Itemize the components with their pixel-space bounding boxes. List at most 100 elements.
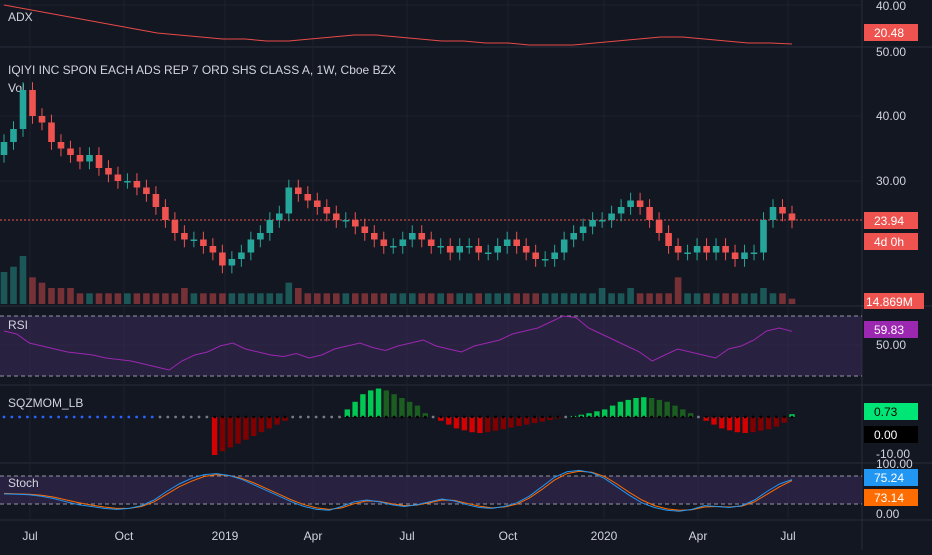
volume-value-badge bbox=[864, 293, 924, 309]
squeeze-dot bbox=[540, 415, 544, 419]
time-tick-oct-2018: Oct bbox=[115, 529, 134, 543]
squeeze-dot bbox=[751, 415, 755, 419]
adx-series bbox=[3, 4, 793, 46]
candle-body bbox=[418, 233, 426, 240]
sqzmom-bar bbox=[266, 417, 272, 429]
candle-body bbox=[779, 207, 786, 214]
sqzmom-bar bbox=[211, 417, 218, 455]
candle-body bbox=[143, 187, 150, 194]
volume-value-text: 14.869M bbox=[866, 295, 913, 309]
volume-bar bbox=[598, 288, 606, 304]
price-axis-tick-30: 30.00 bbox=[876, 174, 906, 188]
candle-body bbox=[38, 116, 46, 123]
squeeze-dot bbox=[10, 415, 14, 419]
sqzmom-bar bbox=[602, 409, 608, 417]
time-tick-apr-2019: Apr bbox=[304, 529, 323, 543]
squeeze-dot bbox=[782, 415, 786, 419]
sqzmom-bar bbox=[243, 417, 249, 440]
squeeze-dot bbox=[384, 415, 388, 419]
volume-bar bbox=[484, 293, 492, 304]
sqzmom-bar bbox=[781, 417, 787, 423]
sqzmom-bar bbox=[742, 417, 748, 433]
squeeze-dot bbox=[587, 415, 591, 419]
sqzmom-bar bbox=[672, 405, 678, 417]
squeeze-dot bbox=[494, 415, 497, 419]
squeeze-dot bbox=[533, 415, 536, 419]
last-price-text: 23.94 bbox=[874, 214, 904, 228]
sqzmom-bar bbox=[625, 399, 631, 417]
squeeze-dot bbox=[478, 415, 482, 419]
candle-body bbox=[76, 155, 84, 162]
volume-bar bbox=[342, 293, 350, 304]
volume-bar bbox=[228, 293, 236, 304]
candle-body bbox=[437, 246, 444, 248]
squeeze-dot bbox=[158, 415, 162, 419]
time-tick-oct-2019: Oct bbox=[499, 529, 518, 543]
sqzmom-bar bbox=[547, 417, 553, 420]
candle-body bbox=[712, 246, 720, 253]
squeeze-dot bbox=[80, 415, 84, 419]
sqzmom-bar bbox=[539, 417, 545, 422]
sqzmom-bar bbox=[531, 417, 538, 424]
squeeze-dot bbox=[314, 415, 318, 419]
candle-body bbox=[674, 246, 682, 253]
candle-body bbox=[295, 187, 302, 194]
sqzmom-bar bbox=[500, 417, 506, 430]
volume-bar bbox=[200, 293, 207, 304]
sqzmom-title: SQZMOM_LB bbox=[8, 396, 83, 410]
volume-bar bbox=[665, 293, 672, 304]
sqzmom-bar bbox=[414, 405, 421, 417]
candle-body bbox=[760, 220, 767, 253]
sqzmom-bar bbox=[219, 417, 226, 452]
sqzmom-bar bbox=[446, 417, 452, 425]
sqzmom-bar bbox=[516, 417, 522, 427]
candle-body bbox=[238, 252, 245, 259]
volume-bar bbox=[418, 293, 426, 304]
volume-bar bbox=[427, 293, 435, 304]
bar-countdown-text: 4d 0h bbox=[874, 235, 904, 249]
candle-body bbox=[693, 246, 701, 253]
volume-bar bbox=[693, 293, 701, 304]
candle-body bbox=[409, 233, 416, 240]
chart-title: IQIYI INC SPON EACH ADS REP 7 ORD SHS CL… bbox=[8, 63, 396, 77]
volume-bar bbox=[285, 282, 293, 304]
volume-bar bbox=[446, 293, 454, 304]
stoch-d-badge bbox=[864, 489, 918, 506]
rsi-pane: RSI bbox=[0, 315, 862, 377]
squeeze-dot bbox=[119, 415, 123, 419]
squeeze-dot bbox=[665, 415, 669, 419]
volume-bar bbox=[190, 293, 198, 304]
volume-bar bbox=[703, 293, 710, 304]
sqzmom-bar bbox=[586, 413, 592, 417]
squeeze-dot bbox=[400, 415, 404, 419]
candle-body bbox=[579, 226, 587, 233]
squeeze-dot bbox=[104, 415, 107, 419]
squeeze-dot bbox=[205, 415, 209, 419]
candle-body bbox=[589, 220, 596, 227]
sqzmom-bar bbox=[399, 398, 405, 417]
volume-bar bbox=[617, 293, 625, 304]
candle-body bbox=[105, 168, 112, 175]
squeeze-dot bbox=[775, 415, 778, 419]
time-axis[interactable]: Jul Oct 2019 Apr Jul Oct 2020 Apr Jul bbox=[22, 529, 795, 543]
candle-body bbox=[10, 129, 17, 142]
candle-body bbox=[209, 246, 217, 253]
squeeze-dot bbox=[338, 415, 341, 419]
volume-bar bbox=[409, 293, 416, 304]
candle-body bbox=[190, 239, 198, 241]
volume-bar bbox=[465, 293, 473, 304]
price-axis[interactable]: 40.00 50.00 40.00 30.00 50.00 -10.00 100… bbox=[876, 0, 913, 521]
sqzmom-bar bbox=[438, 417, 444, 421]
squeeze-dot bbox=[673, 415, 677, 419]
candle-body bbox=[57, 142, 65, 149]
squeeze-dot bbox=[759, 415, 763, 419]
sqz-value-badge bbox=[864, 403, 918, 420]
volume-bar bbox=[124, 293, 131, 304]
squeeze-dot bbox=[423, 415, 427, 419]
squeeze-dot bbox=[572, 415, 575, 419]
volume-bar bbox=[380, 293, 388, 304]
squeeze-dot bbox=[345, 415, 349, 419]
squeeze-dot bbox=[642, 415, 646, 419]
